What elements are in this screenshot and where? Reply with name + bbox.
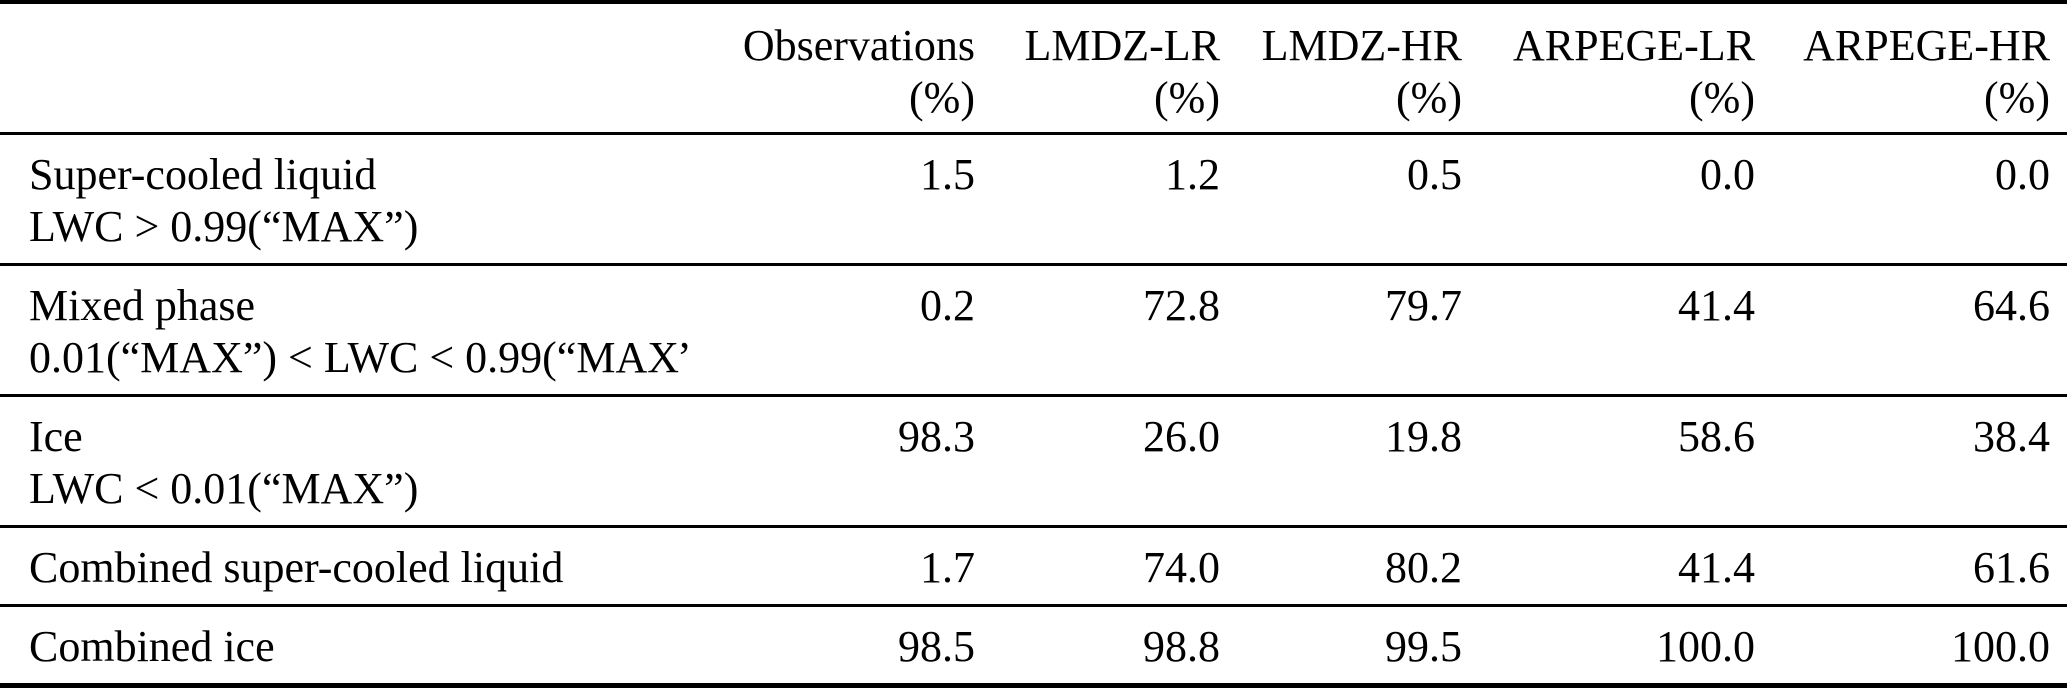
row-label-cell: Mixed phase 0.01(“MAX”) < LWC < 0.99(“MA…: [0, 264, 688, 397]
row-category: Mixed phase: [29, 281, 256, 330]
column-header-unit: (%): [1984, 73, 2050, 122]
row-label-cell: Combined ice: [0, 606, 688, 686]
row-category: Ice: [29, 412, 83, 461]
row-condition: 0.01(“MAX”) < LWC < 0.99(“MAX”): [29, 333, 688, 382]
cell-value: 64.6: [1755, 264, 2067, 397]
cell-value: 1.7: [688, 526, 975, 607]
row-category: Combined super-cooled liquid: [29, 543, 564, 592]
row-condition: LWC < 0.01(“MAX”): [29, 464, 419, 513]
cell-value: 99.5: [1385, 622, 1462, 671]
cell-value: 98.3: [688, 395, 975, 528]
cell-value: 80.2: [1220, 526, 1462, 607]
cell-value: 0.0: [1755, 133, 2067, 266]
cell-value: 100.0: [1951, 622, 2050, 671]
column-header-unit: (%): [1154, 73, 1220, 122]
table-row-super-cooled-liquid: Super-cooled liquid LWC > 0.99(“MAX”) 1.…: [0, 133, 2067, 266]
row-label-cell: Ice LWC < 0.01(“MAX”): [0, 395, 688, 528]
column-header-label: ARPEGE-HR: [1803, 21, 2050, 70]
cell-value: 100.0: [1656, 622, 1755, 671]
cell-value: 26.0: [975, 395, 1220, 528]
column-header-label: Observations: [742, 21, 975, 70]
cell-value: 0.2: [688, 264, 975, 397]
row-category: Super-cooled liquid: [29, 150, 377, 199]
table-row-combined-ice: Combined ice 98.5 98.8 99.5 100.0 100.0: [0, 606, 2067, 686]
table-row-ice: Ice LWC < 0.01(“MAX”) 98.3 26.0 19.8 58.…: [0, 395, 2067, 528]
column-header-observations: Observations (%): [688, 2, 975, 135]
header-empty-cell: [0, 2, 688, 135]
row-label-cell: Super-cooled liquid LWC > 0.99(“MAX”): [0, 133, 688, 266]
header-row: Observations (%) LMDZ-LR (%) LMDZ-HR (%)…: [0, 2, 2067, 135]
cell-value: 61.6: [1755, 526, 2067, 607]
column-header-unit: (%): [1396, 73, 1462, 122]
cell-value: 98.5: [898, 622, 975, 671]
row-category: Combined ice: [29, 622, 275, 671]
cell-value: 41.4: [1462, 526, 1755, 607]
cell-value: 79.7: [1220, 264, 1462, 397]
cell-value: 98.8: [1143, 622, 1220, 671]
cell-value: 41.4: [1462, 264, 1755, 397]
table-row-mixed-phase: Mixed phase 0.01(“MAX”) < LWC < 0.99(“MA…: [0, 264, 2067, 397]
column-header-label: LMDZ-LR: [1024, 21, 1220, 70]
column-header-label: LMDZ-HR: [1261, 21, 1462, 70]
column-header-arpege-hr: ARPEGE-HR (%): [1755, 2, 2067, 135]
cell-value: 38.4: [1755, 395, 2067, 528]
cell-value: 1.2: [975, 133, 1220, 266]
column-header-unit: (%): [909, 73, 975, 122]
column-header-arpege-lr: ARPEGE-LR (%): [1462, 2, 1755, 135]
cell-value: 74.0: [975, 526, 1220, 607]
cell-value: 1.5: [688, 133, 975, 266]
row-label-cell: Combined super-cooled liquid: [0, 526, 688, 607]
column-header-lmdz-lr: LMDZ-LR (%): [975, 2, 1220, 135]
table-row-combined-super-cooled-liquid: Combined super-cooled liquid 1.7 74.0 80…: [0, 526, 2067, 607]
cell-value: 72.8: [975, 264, 1220, 397]
column-header-unit: (%): [1689, 73, 1755, 122]
cell-value: 0.5: [1220, 133, 1462, 266]
column-header-label: ARPEGE-LR: [1513, 21, 1755, 70]
cell-value: 58.6: [1462, 395, 1755, 528]
column-header-lmdz-hr: LMDZ-HR (%): [1220, 2, 1462, 135]
row-condition: LWC > 0.99(“MAX”): [29, 202, 419, 251]
cell-value: 19.8: [1220, 395, 1462, 528]
cell-value: 0.0: [1462, 133, 1755, 266]
